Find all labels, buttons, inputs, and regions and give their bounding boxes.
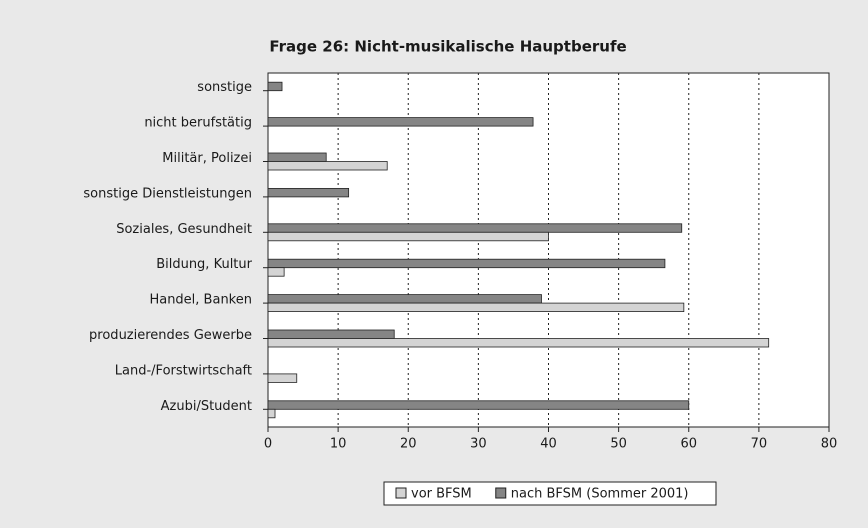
x-tick-label: 0 (264, 437, 272, 452)
bar (267, 329, 395, 339)
x-tick-label: 40 (540, 437, 557, 452)
bar (267, 81, 283, 92)
x-tick-label: 80 (821, 437, 838, 452)
y-tick-label: Handel, Banken (149, 293, 252, 308)
bar (267, 152, 327, 162)
bar (267, 294, 542, 304)
y-tick-label: sonstige (197, 80, 252, 95)
bar (267, 373, 298, 383)
chart-title: Frage 26: Nicht-musikalische Hauptberufe (269, 38, 626, 56)
y-tick-label: nicht berufstätig (144, 116, 252, 131)
bar (267, 187, 350, 198)
x-tick-label: 70 (751, 437, 768, 452)
x-tick-label: 20 (400, 437, 417, 452)
bar (267, 338, 770, 348)
y-tick-label: Azubi/Student (161, 399, 252, 414)
y-tick-label: Militär, Polizei (162, 151, 252, 166)
y-tick-label: Soziales, Gesundheit (116, 222, 252, 237)
y-tick-label: produzierendes Gewerbe (89, 328, 252, 343)
bar (267, 117, 534, 127)
legend-label: vor BFSM (411, 487, 472, 502)
legend-label: nach BFSM (Sommer 2001) (511, 487, 689, 502)
legend-box (383, 481, 717, 506)
bar (267, 302, 685, 313)
x-tick-label: 50 (610, 437, 627, 452)
bar (267, 400, 690, 410)
bar (267, 408, 276, 419)
x-tick-label: 10 (330, 437, 347, 452)
y-tick-label: Land-/Forstwirtschaft (115, 363, 252, 378)
y-tick-label: Bildung, Kultur (156, 257, 252, 272)
bar (267, 231, 549, 242)
x-tick-label: 30 (470, 437, 487, 452)
bar (267, 258, 666, 269)
legend-swatch (495, 487, 507, 499)
bar (267, 161, 388, 171)
bar (267, 223, 683, 233)
legend-swatch (395, 487, 407, 499)
x-tick-label: 60 (680, 437, 697, 452)
bar (267, 267, 285, 277)
y-tick-label: sonstige Dienstleistungen (83, 186, 252, 201)
